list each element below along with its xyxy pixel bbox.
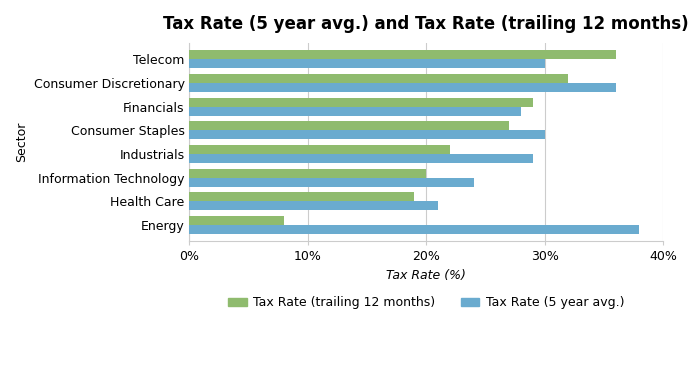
Legend: Tax Rate (trailing 12 months), Tax Rate (5 year avg.): Tax Rate (trailing 12 months), Tax Rate … xyxy=(224,291,629,314)
Bar xyxy=(190,59,545,68)
Bar xyxy=(190,145,450,154)
Bar xyxy=(190,154,533,163)
Bar xyxy=(190,83,616,92)
Bar xyxy=(190,51,616,59)
Bar xyxy=(190,201,438,210)
Bar xyxy=(190,98,533,107)
Bar xyxy=(190,169,426,178)
Y-axis label: Sector: Sector xyxy=(15,122,28,163)
Bar xyxy=(190,107,521,116)
Bar xyxy=(190,122,509,130)
Title: Tax Rate (5 year avg.) and Tax Rate (trailing 12 months): Tax Rate (5 year avg.) and Tax Rate (tra… xyxy=(163,15,689,33)
Bar xyxy=(190,216,284,225)
Bar xyxy=(190,225,639,234)
X-axis label: Tax Rate (%): Tax Rate (%) xyxy=(386,269,466,282)
Bar xyxy=(190,192,415,201)
Bar xyxy=(190,178,473,187)
Bar xyxy=(190,130,545,139)
Bar xyxy=(190,74,568,83)
